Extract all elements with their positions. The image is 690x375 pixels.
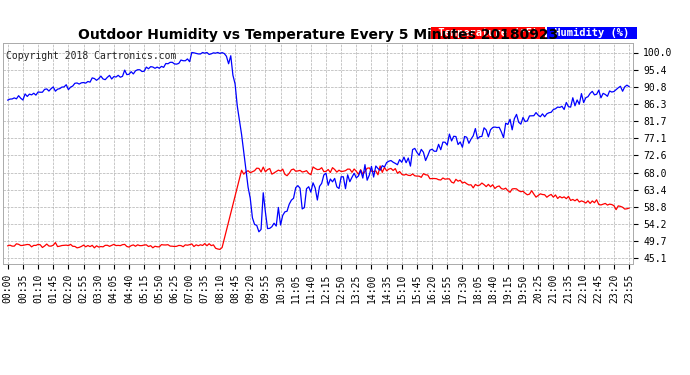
- Title: Outdoor Humidity vs Temperature Every 5 Minutes 20180923: Outdoor Humidity vs Temperature Every 5 …: [78, 28, 559, 42]
- Text: Temperature (°F): Temperature (°F): [432, 28, 544, 38]
- Text: Humidity (%): Humidity (%): [549, 28, 636, 38]
- Text: Copyright 2018 Cartronics.com: Copyright 2018 Cartronics.com: [6, 51, 176, 61]
